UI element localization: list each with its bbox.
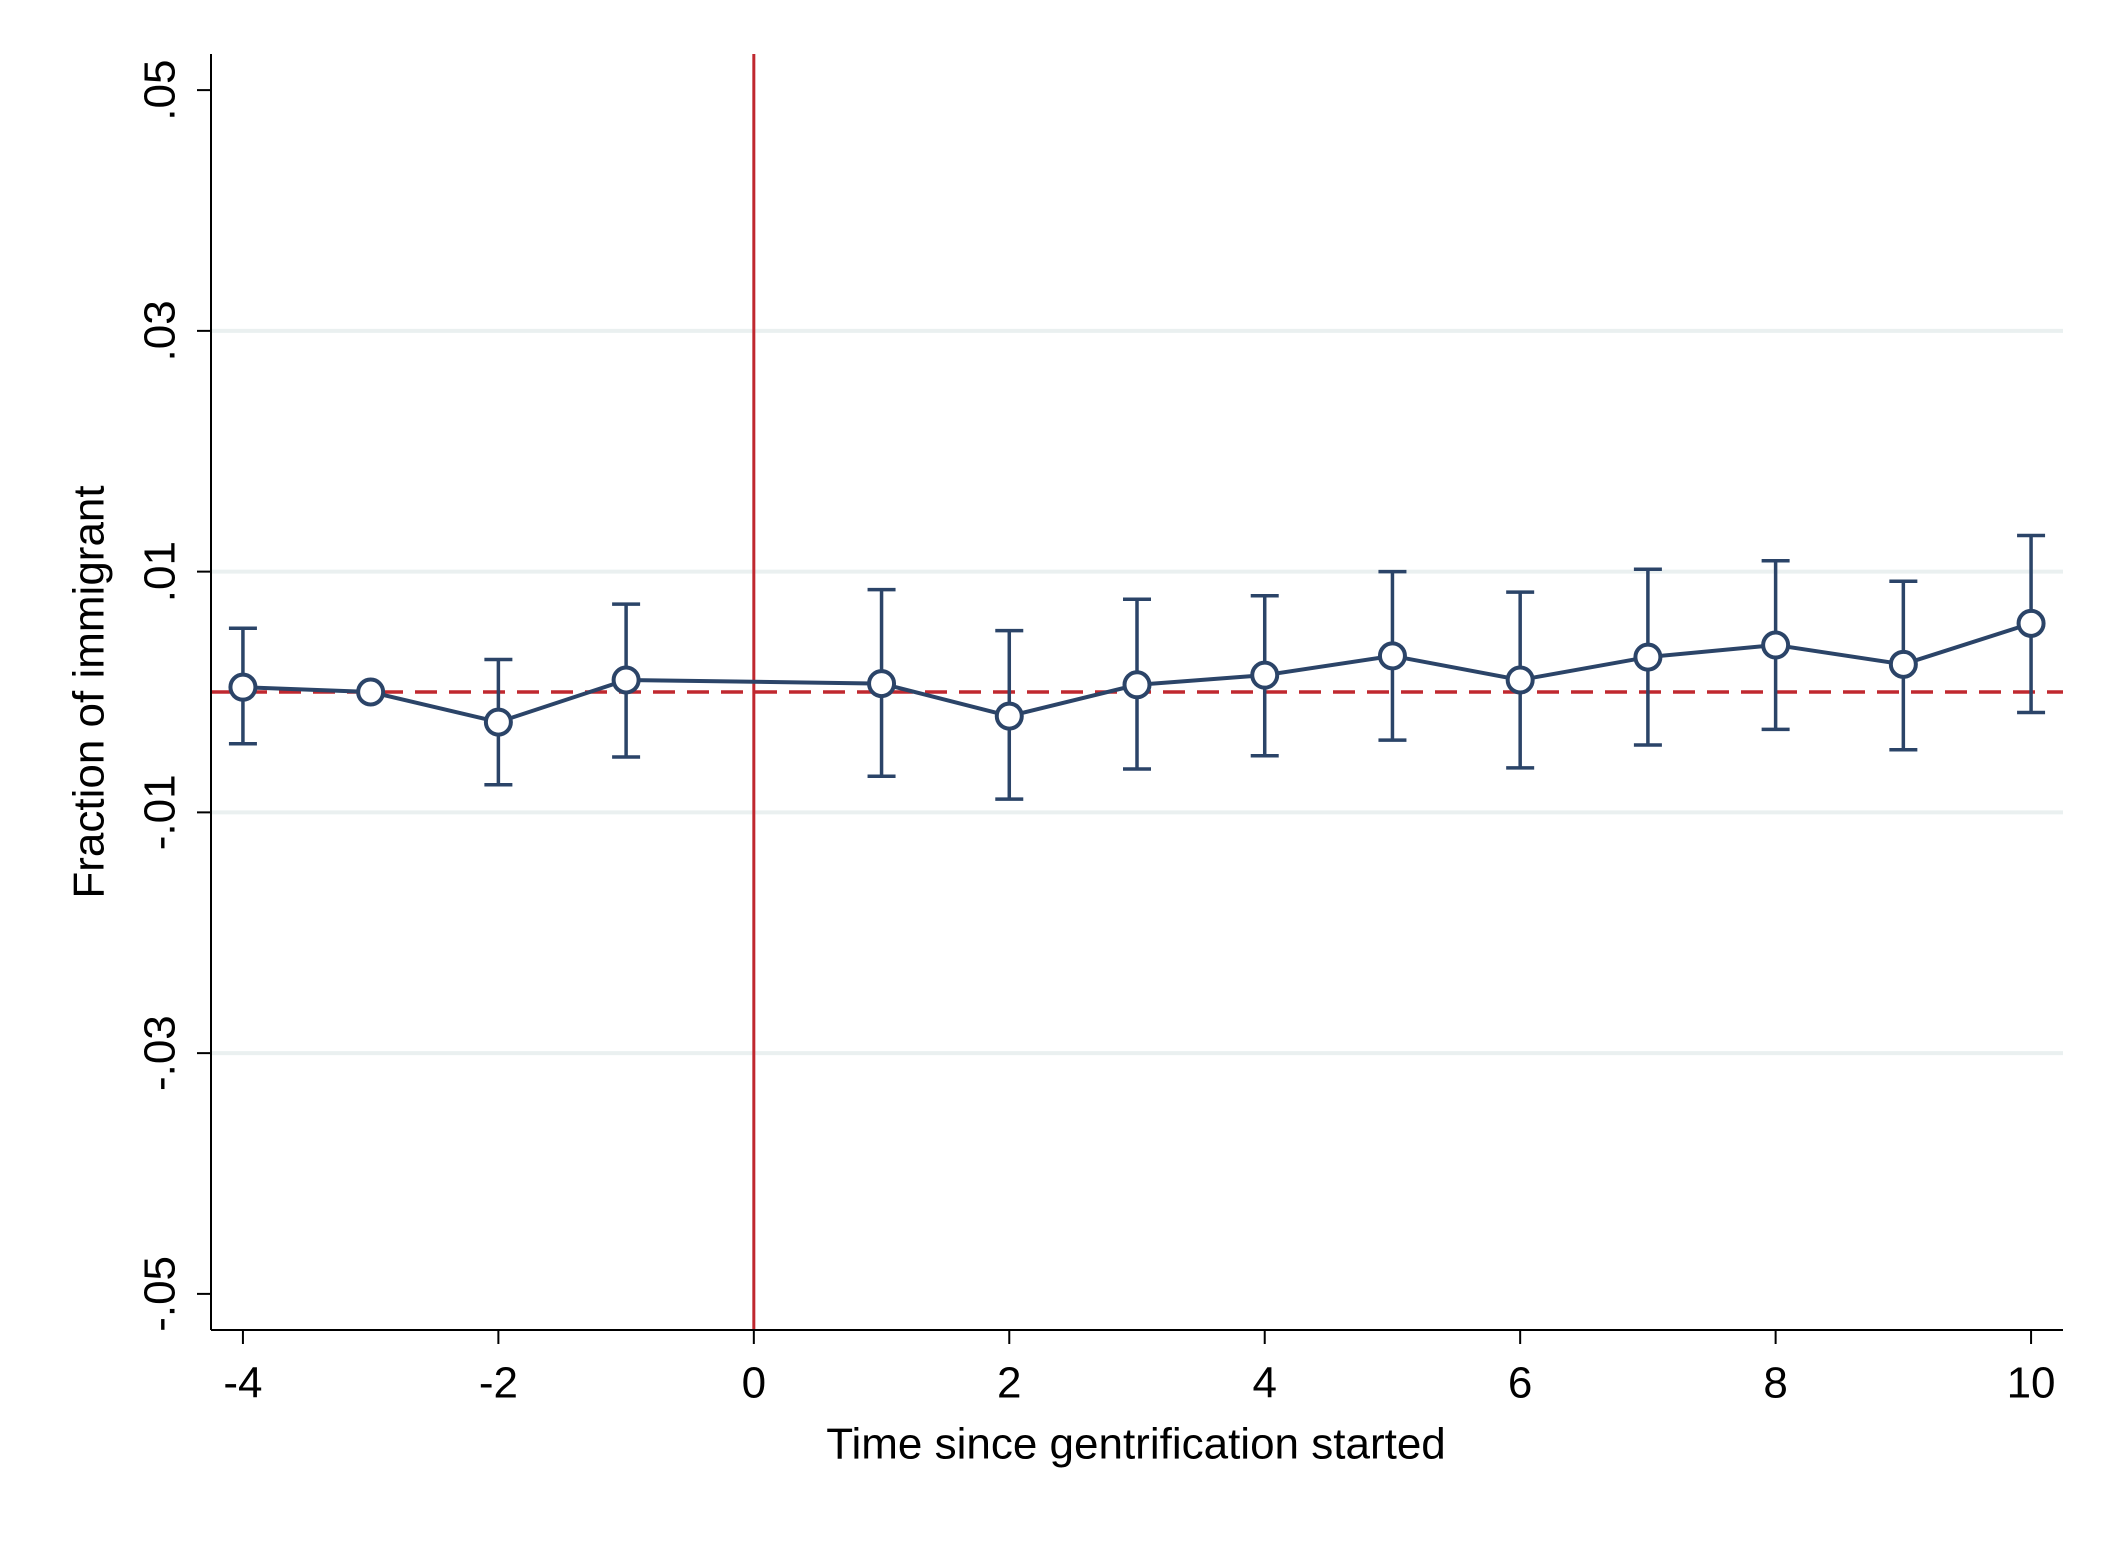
y-tick-label: -.05 — [136, 1256, 185, 1332]
point-marker — [1633, 642, 1663, 672]
series-line — [242, 621, 2032, 725]
x-tick-label: 10 — [2007, 1359, 2056, 1408]
point-marker — [1888, 649, 1918, 679]
point-marker — [611, 665, 641, 695]
point-marker — [867, 669, 897, 699]
y-tick-label: -.03 — [136, 1015, 185, 1091]
point-marker — [1122, 670, 1152, 700]
point-marker — [1761, 630, 1791, 660]
x-tick-label: 0 — [742, 1359, 766, 1408]
x-tick-label: -2 — [479, 1359, 518, 1408]
y-tick-label: .05 — [136, 60, 185, 121]
y-tick-label: -.01 — [136, 774, 185, 850]
y-tick-label: .03 — [136, 300, 185, 361]
plot — [211, 54, 2063, 1330]
x-tick-label: 6 — [1508, 1359, 1532, 1408]
y-tick-label: .01 — [136, 541, 185, 602]
point-marker — [2016, 608, 2046, 638]
x-tick-label: 4 — [1252, 1359, 1276, 1408]
x-tick-label: 8 — [1763, 1359, 1787, 1408]
grid — [211, 328, 2063, 1056]
point-marker — [1505, 665, 1535, 695]
point-marker — [356, 677, 386, 707]
y-axis-title: Fraction of immigrant — [65, 485, 114, 898]
point-marker — [994, 701, 1024, 731]
x-tick-label: 2 — [997, 1359, 1021, 1408]
x-axis-title: Time since gentrification started — [826, 1420, 1446, 1469]
point-marker — [1377, 641, 1407, 671]
point-marker — [228, 672, 258, 702]
x-tick-label: -4 — [223, 1359, 262, 1408]
point-marker — [1250, 660, 1280, 690]
point-marker — [483, 707, 513, 737]
